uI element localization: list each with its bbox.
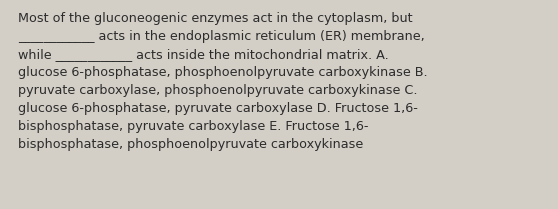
Text: Most of the gluconeogenic enzymes act in the cytoplasm, but
____________ acts in: Most of the gluconeogenic enzymes act in… (18, 12, 427, 151)
